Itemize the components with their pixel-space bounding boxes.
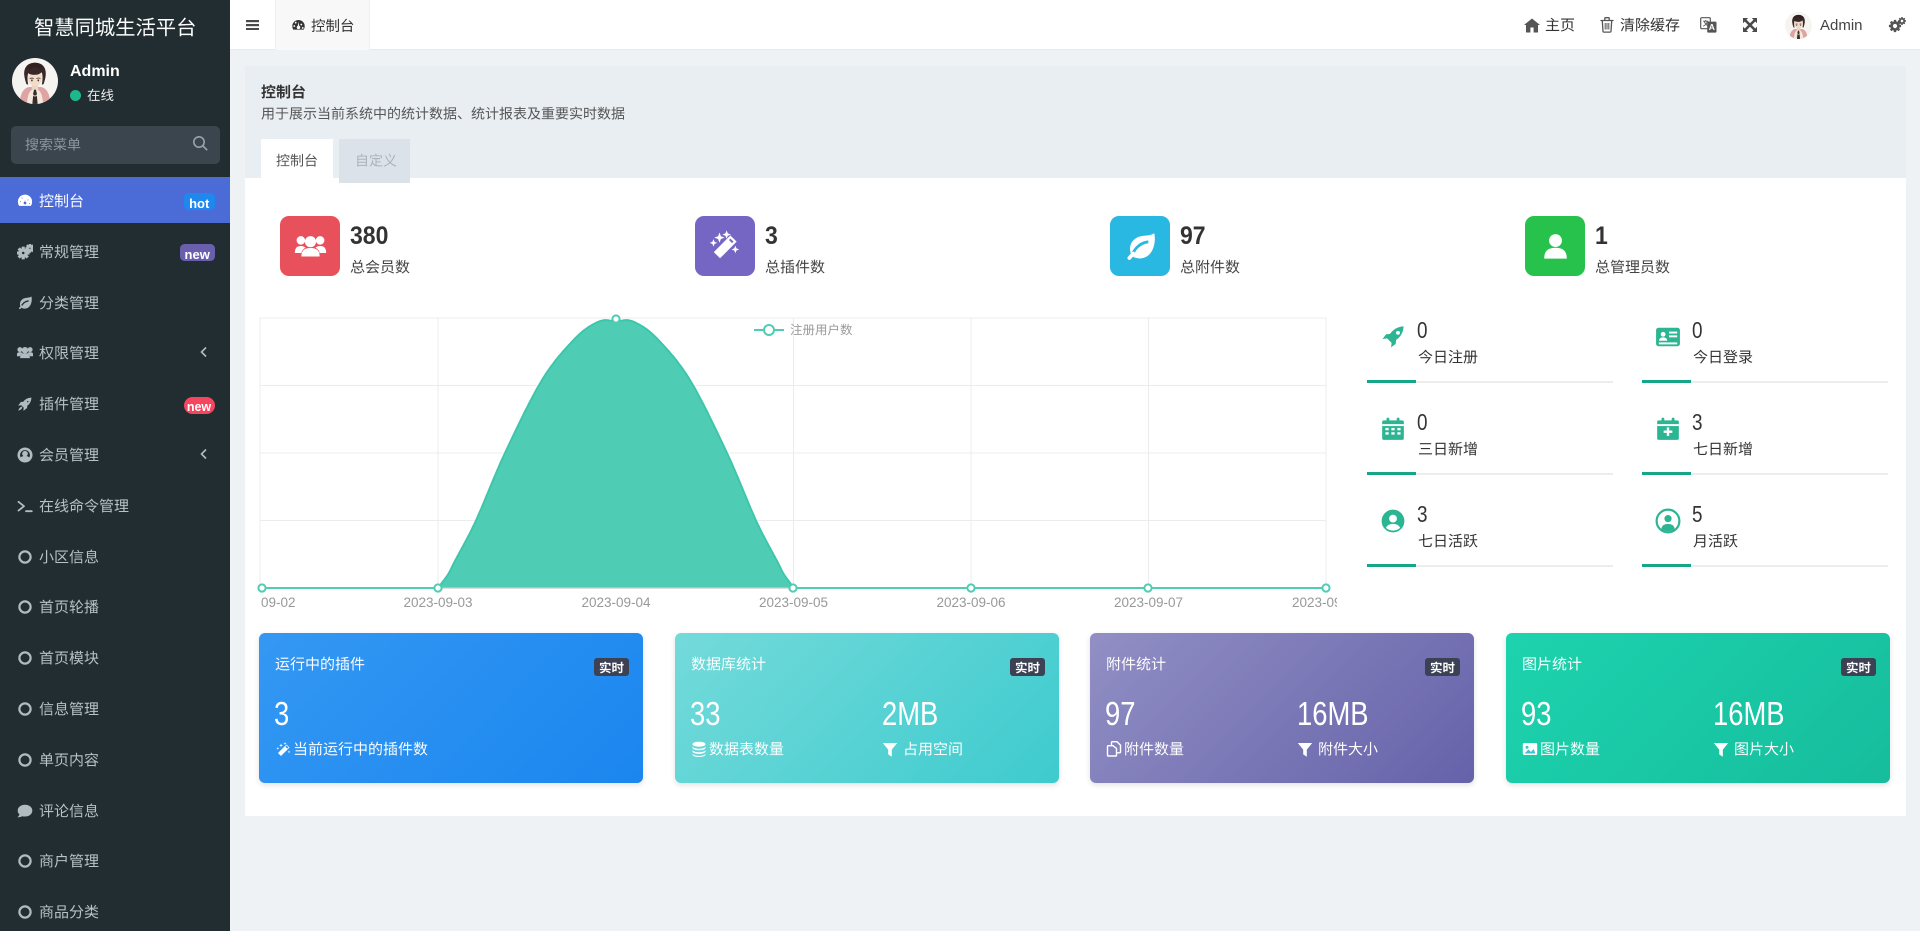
svg-text:A: A [1709,22,1715,32]
